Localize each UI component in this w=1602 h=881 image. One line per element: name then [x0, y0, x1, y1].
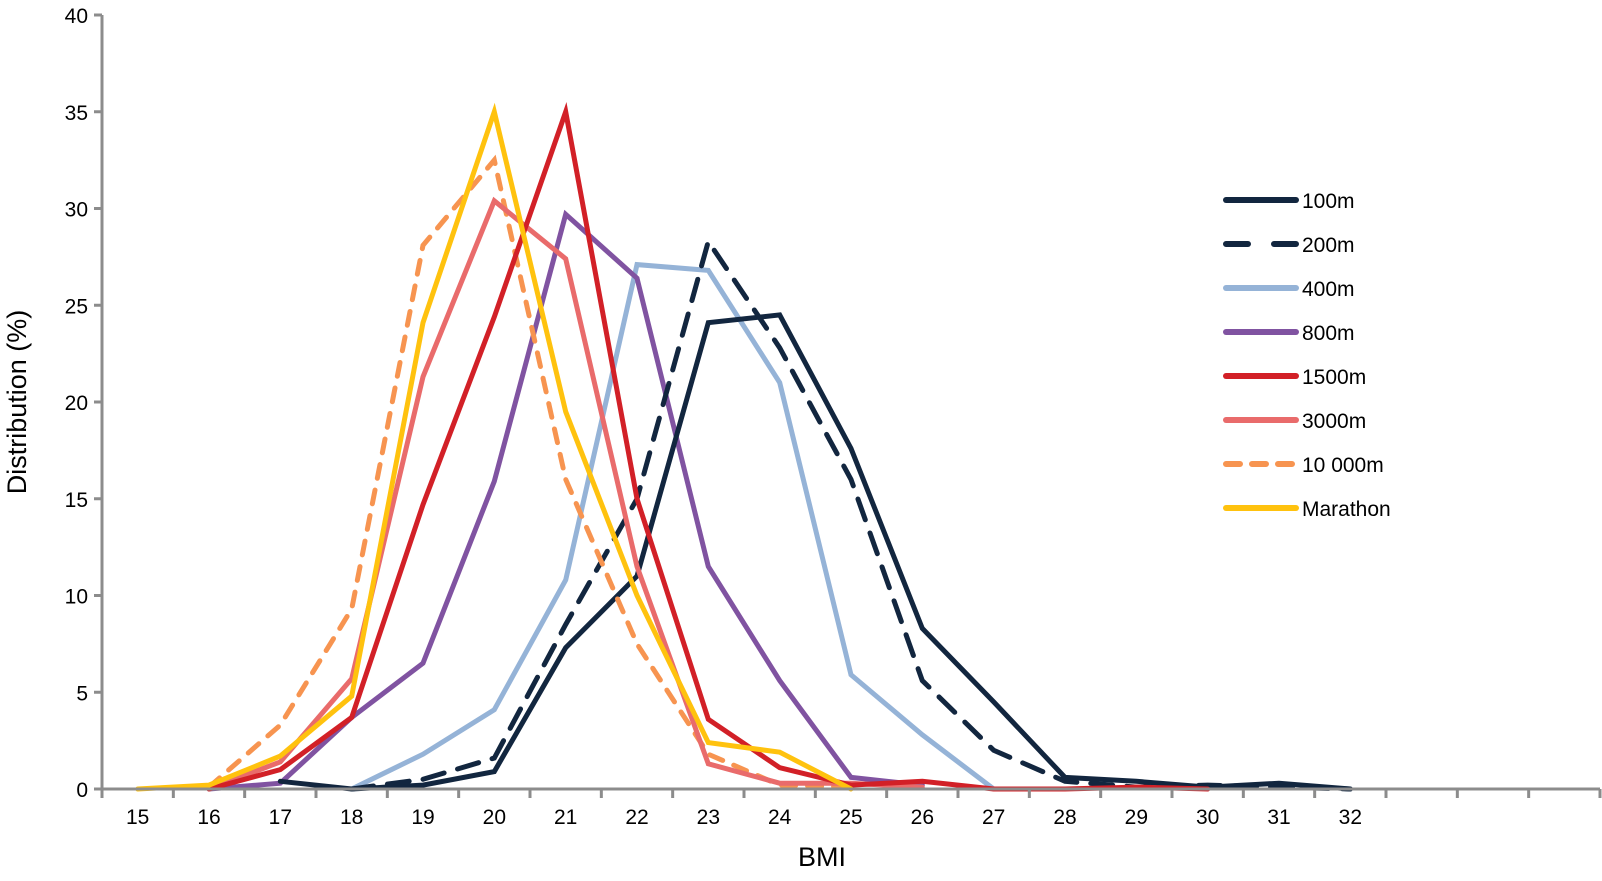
x-tick-label: 28: [1053, 806, 1076, 829]
y-tick-label: 20: [65, 392, 88, 415]
x-tick-label: 21: [554, 806, 577, 829]
x-tick-label: 15: [126, 806, 149, 829]
legend-label: 10 000m: [1302, 454, 1384, 477]
legend-item: 200m: [1223, 234, 1355, 257]
x-tick-label: 22: [625, 806, 648, 829]
legend-item: 100m: [1223, 190, 1355, 213]
legend-label: 800m: [1302, 322, 1355, 345]
legend-item: 10 000m: [1223, 454, 1384, 477]
y-tick-label: 30: [65, 199, 88, 222]
x-tick-label: 31: [1267, 806, 1290, 829]
series-line-100m: [277, 312, 1353, 792]
series-line-3000m: [206, 196, 925, 792]
legend-item: 400m: [1223, 278, 1355, 301]
legend-item: 800m: [1223, 322, 1355, 345]
legend-label: 200m: [1302, 234, 1355, 257]
legend-label: Marathon: [1302, 498, 1391, 521]
y-tick-label: 10: [65, 586, 88, 609]
legend-label: 400m: [1302, 278, 1355, 301]
legend-label: 1500m: [1302, 366, 1366, 389]
y-ticks: 0 5 10 15 20 25 30 35 40: [65, 5, 102, 802]
x-tick-label: 23: [697, 806, 720, 829]
x-tick-label: 18: [340, 806, 363, 829]
x-tick-label: 32: [1339, 806, 1362, 829]
y-tick-label: 15: [65, 489, 88, 512]
series-line-marathon: [135, 102, 854, 792]
x-tick-label: 25: [839, 806, 862, 829]
legend-label: 100m: [1302, 190, 1355, 213]
x-tick-label: 24: [768, 806, 792, 829]
x-tick-label: 16: [197, 806, 220, 829]
x-tick-label: 26: [911, 806, 934, 829]
y-tick-label: 35: [65, 102, 88, 125]
series-line-200m: [349, 235, 1353, 792]
series-line-400m: [349, 261, 997, 792]
y-tick-label: 40: [65, 5, 88, 28]
legend-label: 3000m: [1302, 410, 1366, 433]
series-line-10000m: [206, 154, 854, 790]
legend-item: 3000m: [1223, 410, 1366, 433]
x-tick-label: 30: [1196, 806, 1219, 829]
x-axis-title: BMI: [798, 842, 846, 872]
x-tick-label: 19: [411, 806, 434, 829]
legend-item: 1500m: [1223, 366, 1366, 389]
series-line-800m: [206, 209, 925, 792]
x-tick-label: 27: [982, 806, 1005, 829]
y-tick-label: 0: [76, 779, 88, 802]
y-tick-label: 25: [65, 295, 88, 318]
legend-item: Marathon: [1223, 498, 1391, 521]
plot-lines: [135, 102, 1353, 792]
y-axis-title: Distribution (%): [2, 310, 32, 495]
legend: 100m 200m 400m 800m 1500m 3000m 10 000m Maratho…: [1223, 190, 1391, 521]
x-tick-label: 29: [1125, 806, 1148, 829]
x-ticks: 15 16 17 18 19 20 21 22 23 24 25 26 27 28 29 30 31 32: [100, 789, 1602, 829]
axes: 0 5 10 15 20 25 30 35 40 15 16 17 18 19 20 21 22 23 24 25 2…: [65, 5, 1602, 829]
series-line-1500m: [206, 102, 1211, 792]
y-tick-label: 5: [76, 682, 88, 705]
x-tick-label: 20: [483, 806, 506, 829]
x-tick-label: 17: [269, 806, 292, 829]
